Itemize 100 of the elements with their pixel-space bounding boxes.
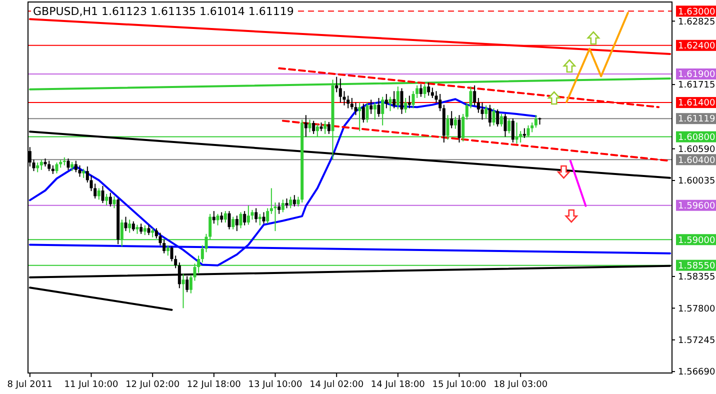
candlestick [278,202,281,214]
x-tick-label: 12 Jul 02:00 [126,380,180,390]
candlestick [200,244,204,263]
candlestick [465,102,468,120]
candlestick [143,224,146,236]
candlestick [354,102,358,116]
candlestick [362,103,365,124]
candlestick [373,102,376,120]
candlestick [350,97,354,110]
candlestick [147,224,150,236]
candlestick [488,104,492,128]
candlestick [97,188,100,200]
candlestick [427,82,430,96]
candlestick [381,96,384,126]
candlestick [101,185,104,204]
y-tick-label: 1.62825 [678,17,716,28]
y-tick-label: 1.60590 [678,144,716,155]
candlestick [404,97,408,114]
ref-line-label: 1.61900 [678,70,716,80]
candlestick [388,96,392,112]
candlestick [124,216,128,232]
candlestick [396,86,400,110]
candlestick [358,102,362,132]
candlestick [484,104,488,120]
ref-line-label: 1.58550 [678,261,716,272]
candlestick [377,97,380,118]
candlestick [289,196,292,209]
ref-line-label: 1.60800 [678,132,716,143]
candlestick [392,90,396,109]
candlestick [370,99,373,114]
x-tick-label: 12 Jul 18:00 [186,380,242,390]
candlestick [250,209,254,220]
candlestick [480,102,484,120]
candlestick [66,158,70,170]
candlestick [82,168,86,178]
candlestick [108,192,112,207]
candlestick [304,114,308,138]
candlestick [450,110,454,129]
candlestick [469,86,472,109]
candlestick [534,114,538,128]
candlestick [262,212,266,224]
candlestick [189,274,192,294]
candlestick [266,208,270,224]
x-tick-label: 15 Jul 10:00 [432,380,486,390]
candlestick [220,212,224,223]
candlestick [384,93,388,109]
candlestick [366,102,369,124]
candlestick [243,210,246,226]
candlestick [136,224,139,234]
candlestick [504,113,507,138]
candlestick [140,223,143,234]
candlestick [166,244,170,256]
x-tick-label: 14 Jul 18:00 [370,380,426,390]
candlestick [48,160,51,172]
candlestick [74,160,78,173]
candlestick [235,215,238,232]
x-tick-label: 14 Jul 02:00 [310,380,364,390]
chart-title: GBPUSD,H1 1.61123 1.61135 1.61014 1.61119 [33,5,294,18]
candlestick [40,159,43,170]
candlestick [454,116,457,130]
y-tick-label: 1.57245 [678,336,716,346]
candlestick [335,76,338,93]
candlestick [492,108,496,126]
y-tick-label: 1.58355 [678,272,716,283]
candlestick [327,121,330,134]
ref-line-label: 1.61400 [678,98,716,109]
candlestick [281,199,284,213]
ref-line-label: 1.61119 [678,114,716,125]
candlestick [496,108,500,128]
candlestick [292,194,296,207]
x-tick-label: 18 Jul 03:00 [494,380,548,390]
candlestick [308,119,312,133]
ref-line-label: 1.60400 [678,156,716,166]
candlestick [246,204,250,226]
candlestick [132,220,135,232]
candlestick [324,120,327,134]
candlestick [458,114,461,144]
candlestick [476,97,480,114]
candlestick [312,120,316,134]
candlestick [285,198,288,209]
candlestick [55,162,58,174]
ref-line-label: 1.63000 [678,7,716,18]
candlestick [270,188,273,214]
ref-line-label: 1.62400 [678,42,716,52]
y-tick-label: 1.61715 [678,80,716,91]
candlestick [78,164,82,178]
y-tick-label: 1.57800 [678,304,716,314]
candlestick [473,84,476,106]
x-tick-label: 8 Jul 2011 [7,380,53,390]
candlestick [408,95,411,109]
candlestick [400,88,404,114]
candlestick [105,193,108,206]
candlestick [182,273,185,309]
x-tick-label: 11 Jul 10:00 [64,380,118,390]
y-tick-label: 1.60035 [678,176,716,187]
candlestick [32,159,36,172]
candlestick [86,166,89,183]
candlestick [232,216,235,230]
candlestick [128,219,132,234]
candlestick [419,84,422,98]
